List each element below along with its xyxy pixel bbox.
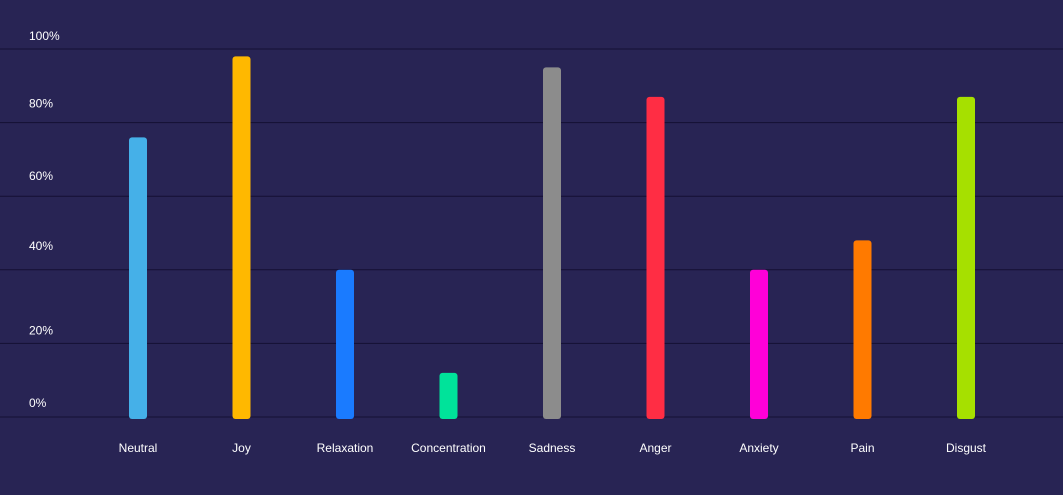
- x-axis-category-labels: Neutral Joy Relaxation Concentration Sadness…: [119, 441, 987, 455]
- x-tick-label-sadness: Sadness: [529, 441, 576, 455]
- bar-joy: [232, 56, 251, 420]
- bar-pain: [853, 240, 872, 419]
- x-tick-label-neutral: Neutral: [119, 441, 158, 455]
- bars: [129, 56, 975, 420]
- y-axis-tick-labels: 100% 80% 60% 40% 20% 0%: [29, 29, 60, 410]
- bar-concentration: [439, 372, 458, 419]
- x-tick-label-joy: Joy: [232, 441, 251, 455]
- gridlines: [0, 48, 1063, 418]
- bar-anxiety: [750, 269, 768, 419]
- y-tick-label: 20%: [29, 323, 53, 337]
- y-tick-label: 40%: [29, 239, 53, 253]
- x-tick-label-pain: Pain: [850, 441, 874, 455]
- x-tick-label-relaxation: Relaxation: [317, 441, 374, 455]
- x-tick-label-disgust: Disgust: [946, 441, 987, 455]
- x-tick-label-concentration: Concentration: [411, 441, 486, 455]
- y-tick-label: 100%: [29, 29, 60, 43]
- bar-anger: [646, 96, 665, 419]
- y-tick-label: 0%: [29, 396, 47, 410]
- bar-disgust: [957, 96, 975, 419]
- y-tick-label: 60%: [29, 169, 53, 183]
- y-tick-label: 80%: [29, 97, 53, 111]
- x-tick-label-anxiety: Anxiety: [739, 441, 778, 455]
- bar-neutral: [129, 137, 147, 419]
- bar-relaxation: [336, 269, 354, 419]
- bar-sadness: [543, 67, 561, 420]
- x-tick-label-anger: Anger: [639, 441, 671, 455]
